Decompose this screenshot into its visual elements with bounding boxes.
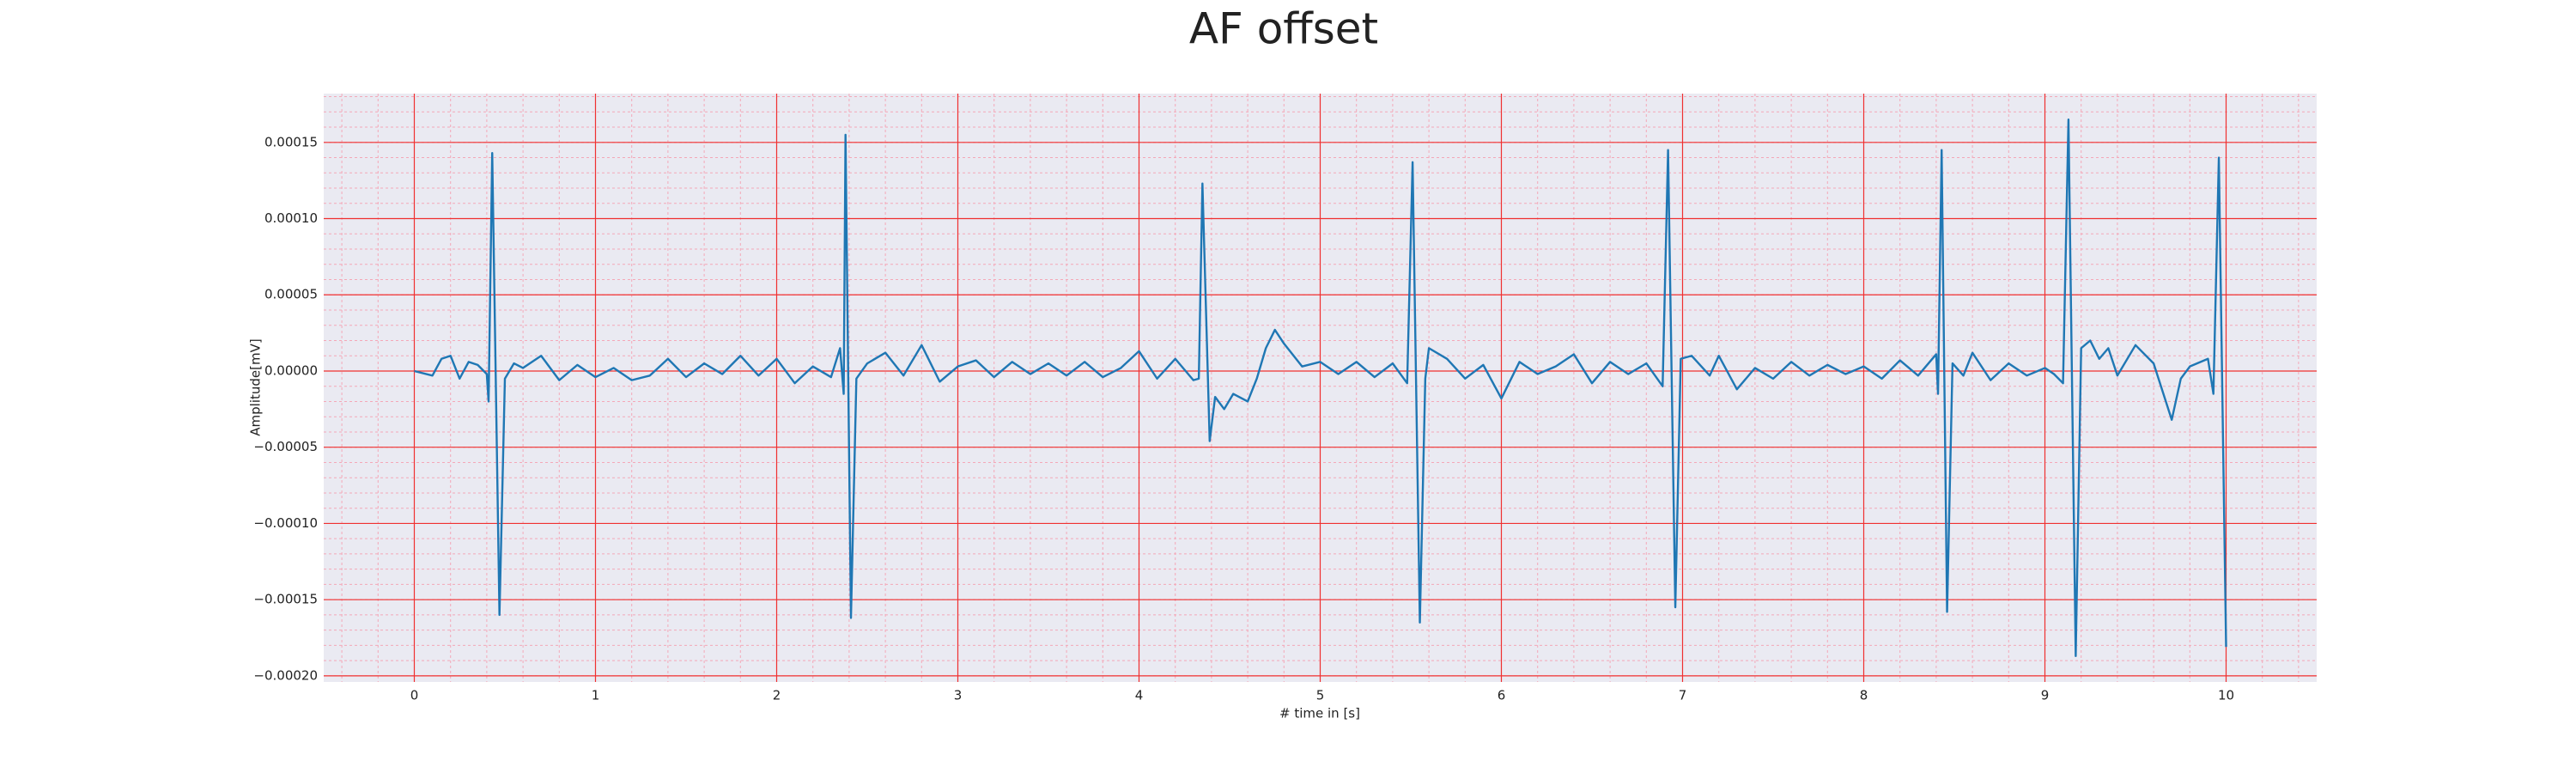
x-tick-label: 3 [954, 688, 963, 703]
y-tick-label: 0.00015 [264, 134, 318, 149]
x-tick-label: 0 [410, 688, 419, 703]
x-tick-label: 5 [1316, 688, 1325, 703]
y-tick-label: 0.00010 [264, 210, 318, 226]
x-tick-label: 9 [2041, 688, 2050, 703]
x-axis-label: # time in [s] [1279, 706, 1360, 721]
chart-title: AF offset [1189, 4, 1378, 54]
y-axis-label: Amplitude[mV] [248, 338, 264, 435]
y-tick-label: 0.00000 [264, 362, 318, 378]
x-tick-label: 2 [773, 688, 781, 703]
x-tick-label: 8 [1860, 688, 1868, 703]
y-tick-label: −0.00010 [253, 515, 318, 531]
x-tick-label: 10 [2218, 688, 2234, 703]
y-tick-label: −0.00020 [253, 667, 318, 683]
y-tick-label: −0.00015 [253, 592, 318, 607]
y-tick-label: 0.00005 [264, 287, 318, 302]
x-tick-label: 1 [592, 688, 600, 703]
x-tick-label: 6 [1498, 688, 1506, 703]
y-tick-label: −0.00005 [253, 439, 318, 454]
x-tick-label: 4 [1135, 688, 1144, 703]
x-tick-label: 7 [1679, 688, 1687, 703]
signal-line [414, 118, 2227, 658]
